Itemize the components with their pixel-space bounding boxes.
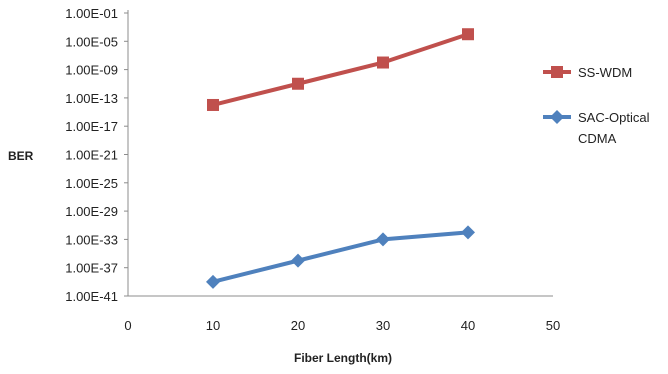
- legend-item: SS-WDM: [543, 65, 632, 80]
- data-point-diamond: [206, 274, 220, 289]
- legend-label: SS-WDM: [578, 65, 632, 80]
- y-tick-label: 1.00E-41: [65, 289, 118, 304]
- y-tick-label: 1.00E-13: [65, 91, 118, 106]
- data-point-square: [207, 98, 219, 111]
- x-tick-label: 30: [376, 318, 390, 333]
- y-tick-labels: 1.00E-01 1.00E-05 1.00E-09 1.00E-13 1.00E-17…: [65, 6, 118, 304]
- y-tick-label: 1.00E-21: [65, 148, 118, 163]
- x-tick-label: 0: [124, 318, 131, 333]
- y-tick-label: 1.00E-37: [65, 261, 118, 276]
- series-diamond: [206, 225, 475, 289]
- data-point-diamond: [291, 253, 305, 268]
- x-tick-label: 20: [291, 318, 305, 333]
- chart-series: [206, 28, 475, 289]
- data-point-square: [377, 56, 389, 69]
- chart-legend: SS-WDM SAC-Optical CDMA: [543, 65, 650, 146]
- y-tick-label: 1.00E-25: [65, 176, 118, 191]
- y-tick-label: 1.00E-05: [65, 34, 118, 49]
- series-square: [207, 28, 474, 111]
- legend-marker-square: [551, 66, 563, 78]
- y-tick-label: 1.00E-01: [65, 6, 118, 21]
- data-point-diamond: [376, 232, 390, 247]
- legend-label: CDMA: [578, 131, 617, 146]
- y-tick-label: 1.00E-09: [65, 63, 118, 78]
- x-tick-label: 40: [461, 318, 475, 333]
- y-tick-label: 1.00E-17: [65, 119, 118, 134]
- x-tick-label: 10: [206, 318, 220, 333]
- x-axis-title: Fiber Length(km): [294, 351, 392, 365]
- y-axis-title: BER: [8, 149, 34, 163]
- y-tick-label: 1.00E-33: [65, 232, 118, 247]
- series-line: [212, 230, 469, 284]
- chart-axes: [124, 10, 553, 297]
- data-point-square: [292, 77, 304, 90]
- y-tick-label: 1.00E-29: [65, 204, 118, 219]
- data-point-square: [462, 28, 474, 41]
- data-point-diamond: [461, 225, 475, 240]
- legend-item: SAC-Optical CDMA: [543, 110, 650, 146]
- x-tick-label: 50: [546, 318, 560, 333]
- legend-label: SAC-Optical: [578, 110, 650, 125]
- series-line: [212, 32, 469, 107]
- legend-marker-diamond: [550, 110, 564, 124]
- x-tick-labels: 0 10 20 30 40 50: [124, 318, 560, 333]
